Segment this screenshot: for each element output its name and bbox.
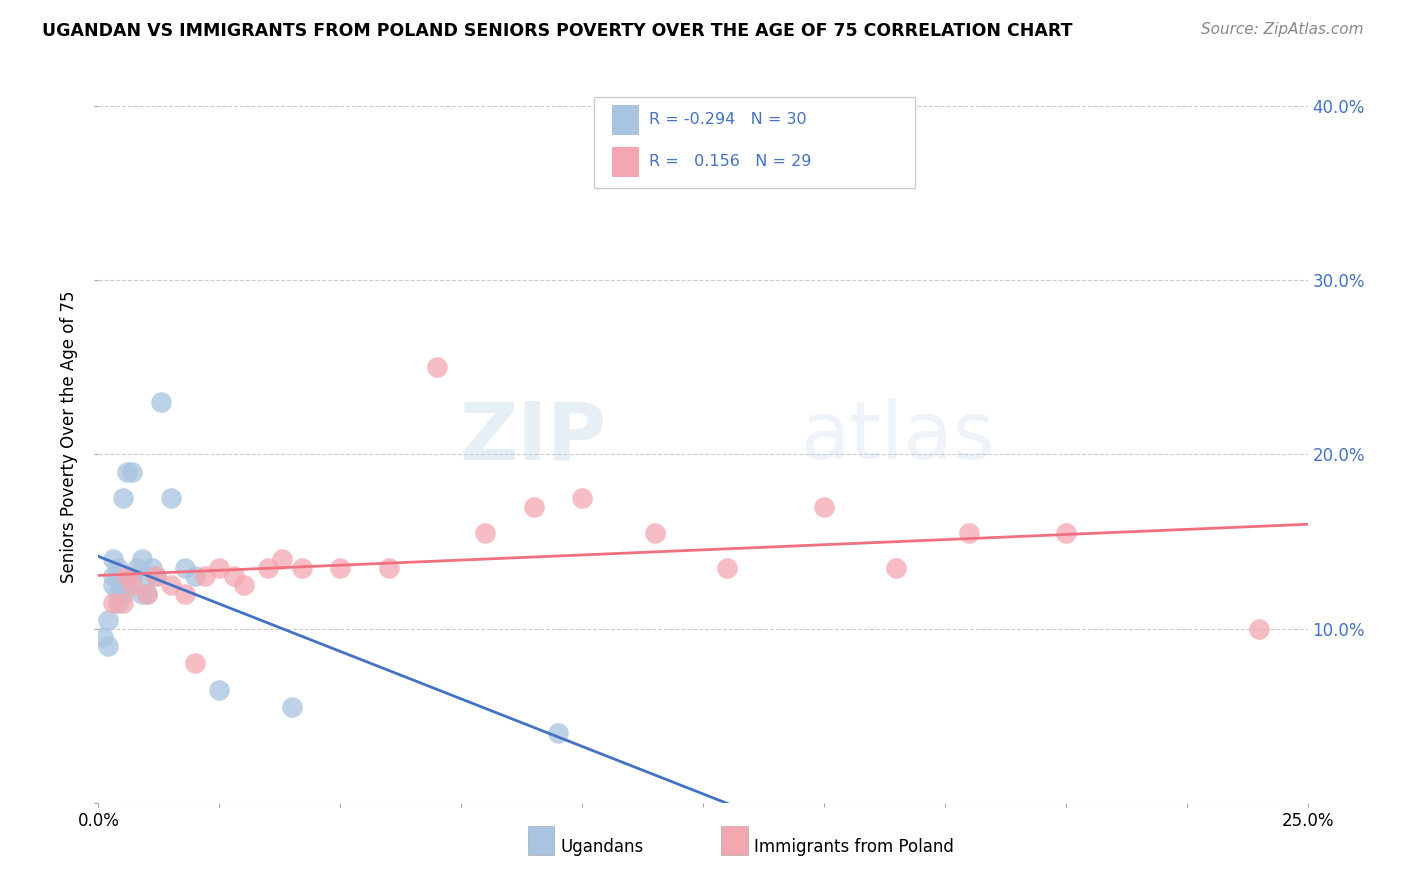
Bar [613, 104, 638, 136]
Point [117, 578, 139, 592]
Point [121, 465, 143, 479]
Point [474, 525, 496, 540]
Point [97, 639, 120, 653]
Point [174, 587, 197, 601]
Point [208, 560, 231, 574]
Point [813, 500, 835, 514]
Point [160, 578, 183, 592]
Point [1054, 525, 1077, 540]
Text: R = -0.294   N = 30: R = -0.294 N = 30 [648, 112, 806, 127]
Point [1249, 622, 1271, 636]
Point [150, 395, 173, 409]
Point [135, 569, 157, 583]
Point [271, 552, 294, 566]
Bar [613, 146, 638, 178]
Bar [527, 826, 554, 855]
Point [111, 587, 134, 601]
Point [131, 552, 153, 566]
Point [281, 700, 304, 714]
Point [121, 578, 143, 592]
Text: Immigrants from Poland: Immigrants from Poland [754, 838, 953, 855]
Point [121, 569, 143, 583]
Point [174, 560, 197, 574]
Point [329, 560, 352, 574]
Point [160, 491, 183, 505]
Text: Ugandans: Ugandans [561, 838, 644, 855]
Point [184, 569, 207, 583]
Point [523, 500, 546, 514]
Point [145, 569, 167, 583]
Point [135, 587, 157, 601]
Point [377, 560, 399, 574]
Bar [721, 826, 748, 855]
Point [101, 578, 124, 592]
Text: Source: ZipAtlas.com: Source: ZipAtlas.com [1201, 22, 1364, 37]
Point [222, 569, 245, 583]
Point [644, 525, 666, 540]
Text: ZIP: ZIP [458, 398, 606, 476]
Point [256, 560, 278, 574]
Point [141, 560, 163, 574]
Y-axis label: Seniors Poverty Over the Age of 75: Seniors Poverty Over the Age of 75 [60, 291, 79, 583]
Point [571, 491, 593, 505]
Point [716, 560, 738, 574]
Point [290, 560, 312, 574]
Point [107, 587, 129, 601]
Point [117, 465, 139, 479]
Point [107, 595, 129, 609]
Point [101, 569, 124, 583]
Text: atlas: atlas [800, 398, 994, 476]
Point [426, 360, 449, 375]
Point [127, 560, 149, 574]
Point [184, 657, 207, 671]
Point [91, 631, 114, 645]
Point [135, 587, 157, 601]
Point [194, 569, 217, 583]
FancyBboxPatch shape [595, 97, 915, 188]
Point [208, 682, 231, 697]
Point [145, 569, 167, 583]
Point [232, 578, 254, 592]
Text: R =   0.156   N = 29: R = 0.156 N = 29 [648, 153, 811, 169]
Point [111, 595, 134, 609]
Point [101, 595, 124, 609]
Point [547, 726, 569, 740]
Point [886, 560, 908, 574]
Point [117, 569, 139, 583]
Point [97, 613, 120, 627]
Point [957, 525, 980, 540]
Point [107, 560, 129, 574]
Point [131, 587, 153, 601]
Point [111, 578, 134, 592]
Point [101, 552, 124, 566]
Point [111, 491, 134, 505]
Text: UGANDAN VS IMMIGRANTS FROM POLAND SENIORS POVERTY OVER THE AGE OF 75 CORRELATION: UGANDAN VS IMMIGRANTS FROM POLAND SENIOR… [42, 22, 1073, 40]
